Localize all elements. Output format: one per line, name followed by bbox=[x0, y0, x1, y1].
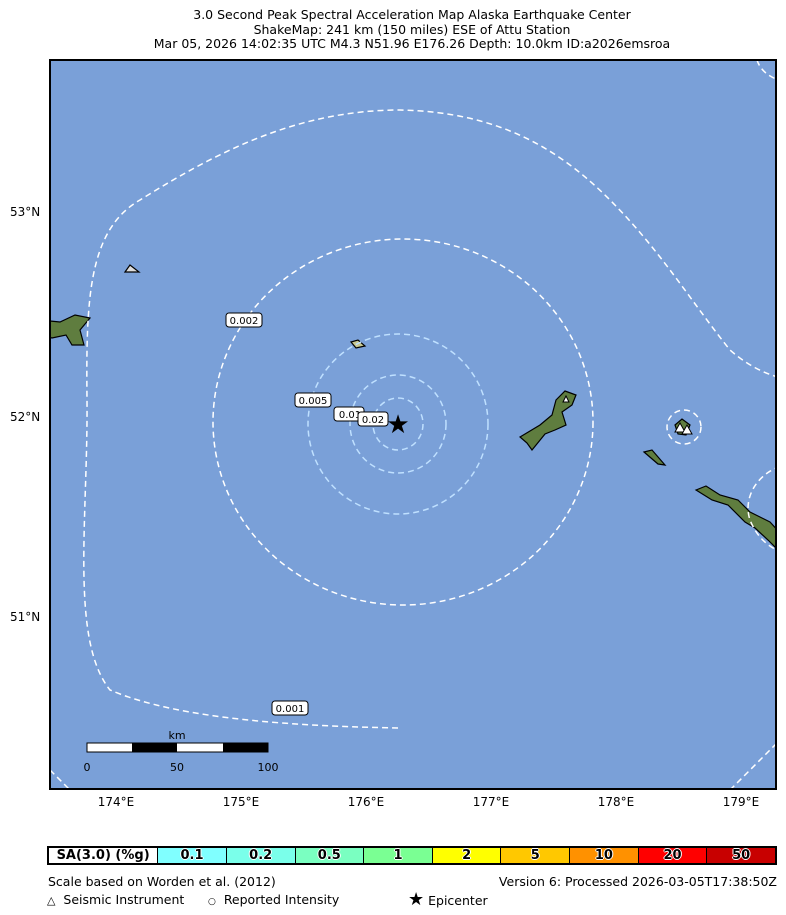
legend-reported: ○ Reported Intensity bbox=[208, 892, 339, 907]
reported-label: Reported Intensity bbox=[223, 892, 340, 907]
epicenter-star-icon[interactable]: ★ bbox=[386, 410, 409, 440]
title-line-3: Mar 05, 2026 14:02:35 UTC M4.3 N51.96 E1… bbox=[153, 36, 671, 51]
island-attu bbox=[50, 314, 92, 346]
lon-labels: 174°E 175°E 176°E 177°E 178°E 179°E bbox=[98, 795, 760, 809]
contour-0.02 bbox=[372, 397, 424, 451]
contour-label: 0.001 bbox=[276, 704, 305, 715]
scale-title: SA(3.0) (%g) bbox=[49, 848, 158, 863]
epicenter-label: Epicenter bbox=[428, 893, 488, 908]
lat-label: 53°N bbox=[10, 205, 40, 219]
island-gareloi bbox=[642, 449, 667, 466]
triangle-icon[interactable] bbox=[674, 421, 686, 433]
scalebar-tick: 0 bbox=[84, 761, 91, 774]
version-info: Version 6: Processed 2026-03-05T17:38:50… bbox=[498, 874, 777, 889]
legend-epicenter: ★ Epicenter bbox=[408, 889, 488, 910]
lon-label: 174°E bbox=[98, 795, 135, 809]
island-small-nw bbox=[123, 264, 141, 273]
title-line-2: ShakeMap: 241 km (150 miles) ESE of Attu… bbox=[253, 21, 571, 37]
scale-bin: 0.1 bbox=[157, 848, 226, 863]
contour-0.001 bbox=[83, 109, 776, 729]
contour-0.002 bbox=[212, 238, 594, 606]
scalebar-tick: 50 bbox=[170, 761, 184, 774]
triangle-icon[interactable] bbox=[562, 394, 570, 403]
contour-label: 0.005 bbox=[299, 396, 328, 407]
map-water bbox=[50, 60, 776, 789]
triangle-icon: △ bbox=[47, 894, 56, 907]
scale-bin: 10 bbox=[569, 848, 638, 863]
inner-contours bbox=[307, 333, 489, 515]
contour-label: 0.02 bbox=[362, 415, 384, 426]
contour-label: 0.01 bbox=[339, 410, 361, 421]
contour-0.001-sw bbox=[50, 769, 71, 789]
seismic-label: Seismic Instrument bbox=[63, 892, 185, 907]
stations bbox=[562, 394, 693, 435]
triangle-icon[interactable] bbox=[681, 423, 693, 435]
contour-0.001-s bbox=[729, 742, 776, 789]
contour-label: 0.002 bbox=[230, 316, 259, 327]
lon-label: 178°E bbox=[598, 795, 635, 809]
scale-bin: 2 bbox=[431, 848, 501, 863]
title-line-1: 3.0 Second Peak Spectral Acceleration Ma… bbox=[193, 7, 631, 22]
lat-label: 51°N bbox=[10, 610, 40, 624]
scalebar-unit: km bbox=[168, 729, 185, 742]
island-amchitka bbox=[518, 390, 577, 451]
scale-bin: 50 bbox=[706, 848, 775, 863]
scalebar-tick: 100 bbox=[258, 761, 279, 774]
map-frame bbox=[49, 59, 777, 790]
contour-island-ring bbox=[666, 409, 702, 445]
intensity-scale: SA(3.0) (%g) 0.1 0.2 0.5 1 2 5 10 20 50 bbox=[47, 846, 777, 865]
scale-bar: km 0 50 100 bbox=[84, 729, 279, 774]
lon-label: 175°E bbox=[223, 795, 260, 809]
island-tanaga bbox=[694, 485, 776, 549]
map-title: 3.0 Second Peak Spectral Acceleration Ma… bbox=[0, 7, 786, 52]
star-icon: ★ bbox=[408, 889, 425, 910]
scale-bin: 5 bbox=[500, 848, 570, 863]
lon-label: 179°E bbox=[723, 795, 760, 809]
legend-seismic: △ Seismic Instrument bbox=[47, 892, 184, 907]
contour-0.001-ne bbox=[756, 60, 776, 80]
contours bbox=[50, 60, 776, 789]
contour-0.01 bbox=[349, 374, 447, 474]
scale-note: Scale based on Worden et al. (2012) bbox=[48, 874, 276, 889]
circle-icon: ○ bbox=[208, 897, 216, 907]
lon-label: 176°E bbox=[348, 795, 385, 809]
lat-labels: 53°N 52°N 51°N bbox=[10, 205, 40, 624]
scale-bin: 20 bbox=[637, 848, 707, 863]
contour-labels: 0.002 0.005 0.01 0.02 0.001 bbox=[225, 312, 389, 716]
contour-0.005 bbox=[307, 333, 489, 515]
lat-label: 52°N bbox=[10, 410, 40, 424]
scale-bin: 0.2 bbox=[225, 848, 295, 863]
scale-bin: 0.5 bbox=[294, 848, 364, 863]
scale-bin: 1 bbox=[363, 848, 432, 863]
lon-label: 177°E bbox=[473, 795, 510, 809]
